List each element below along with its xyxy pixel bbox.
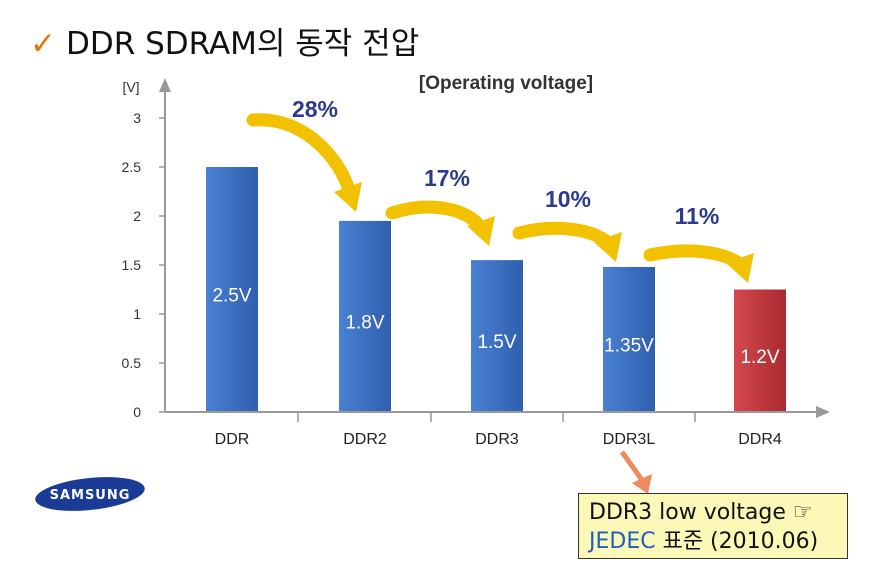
bar-ddr4 xyxy=(734,289,786,412)
y-tick-label: 0 xyxy=(133,404,141,420)
x-category-label: DDR2 xyxy=(343,431,387,448)
note-line2: JEDEC 표준 (2010.06) xyxy=(589,527,837,556)
slide-title-text: DDR SDRAM의 동작 전압 xyxy=(65,26,420,62)
reduction-arrow-head xyxy=(467,216,495,246)
bar-value-label: 1.5V xyxy=(477,332,516,353)
note-pointer-arrowhead xyxy=(632,474,652,494)
bar-ddr3 xyxy=(471,260,523,412)
y-tick-label: 2.5 xyxy=(122,159,142,175)
reduction-percent-label: 17% xyxy=(424,165,470,191)
y-axis-arrowhead xyxy=(159,78,171,92)
y-tick-label: 3 xyxy=(133,110,141,126)
y-tick-label: 1 xyxy=(133,306,141,322)
reduction-arrow-body xyxy=(246,113,356,197)
check-icon: ✓ xyxy=(30,26,56,62)
bar-ddr2 xyxy=(339,220,391,412)
slide-title: ✓ DDR SDRAM의 동작 전압 xyxy=(30,18,419,63)
note-pointer-arrow xyxy=(619,450,645,482)
x-axis-arrowhead xyxy=(816,406,830,418)
samsung-logo: SAMSUNG xyxy=(35,477,145,511)
x-category-label: DDR3 xyxy=(475,431,519,448)
reduction-percent-label: 28% xyxy=(292,96,338,122)
chart-title: [Operating voltage] xyxy=(419,73,593,94)
y-axis-label: [V] xyxy=(122,79,139,95)
bar-value-label: 1.35V xyxy=(604,335,654,356)
x-category-label: DDR4 xyxy=(738,431,782,448)
reduction-arrow-body xyxy=(385,200,488,235)
bar-value-label: 1.2V xyxy=(740,347,779,368)
bar-ddr3l xyxy=(603,266,655,412)
bar-ddr xyxy=(206,167,258,412)
y-tick-label: 1.5 xyxy=(122,257,142,273)
reduction-percent-label: 10% xyxy=(545,186,591,212)
x-category-label: DDR3L xyxy=(603,431,656,448)
y-tick-label: 0.5 xyxy=(122,355,142,371)
note-line1: DDR3 low voltage ☞ xyxy=(589,500,813,525)
reduction-arrow-head xyxy=(594,232,622,262)
note-line2-rest: 표준 (2010.06) xyxy=(655,529,819,554)
reduction-percent-label: 11% xyxy=(675,203,720,229)
ddr3l-note-box: DDR3 low voltage ☞ JEDEC 표준 (2010.06) xyxy=(578,493,848,559)
svg-text:SAMSUNG: SAMSUNG xyxy=(50,488,131,503)
jedec-link[interactable]: JEDEC xyxy=(589,529,656,554)
bar-value-label: 2.5V xyxy=(212,286,251,307)
bar-value-label: 1.8V xyxy=(345,312,384,333)
y-tick-label: 2 xyxy=(133,208,141,224)
x-category-label: DDR xyxy=(215,431,250,448)
reduction-arrow-head xyxy=(334,182,362,212)
reduction-arrow-head xyxy=(726,253,754,283)
